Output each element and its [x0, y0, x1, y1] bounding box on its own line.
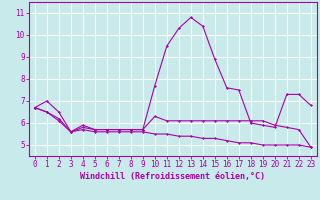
X-axis label: Windchill (Refroidissement éolien,°C): Windchill (Refroidissement éolien,°C) — [80, 172, 265, 181]
